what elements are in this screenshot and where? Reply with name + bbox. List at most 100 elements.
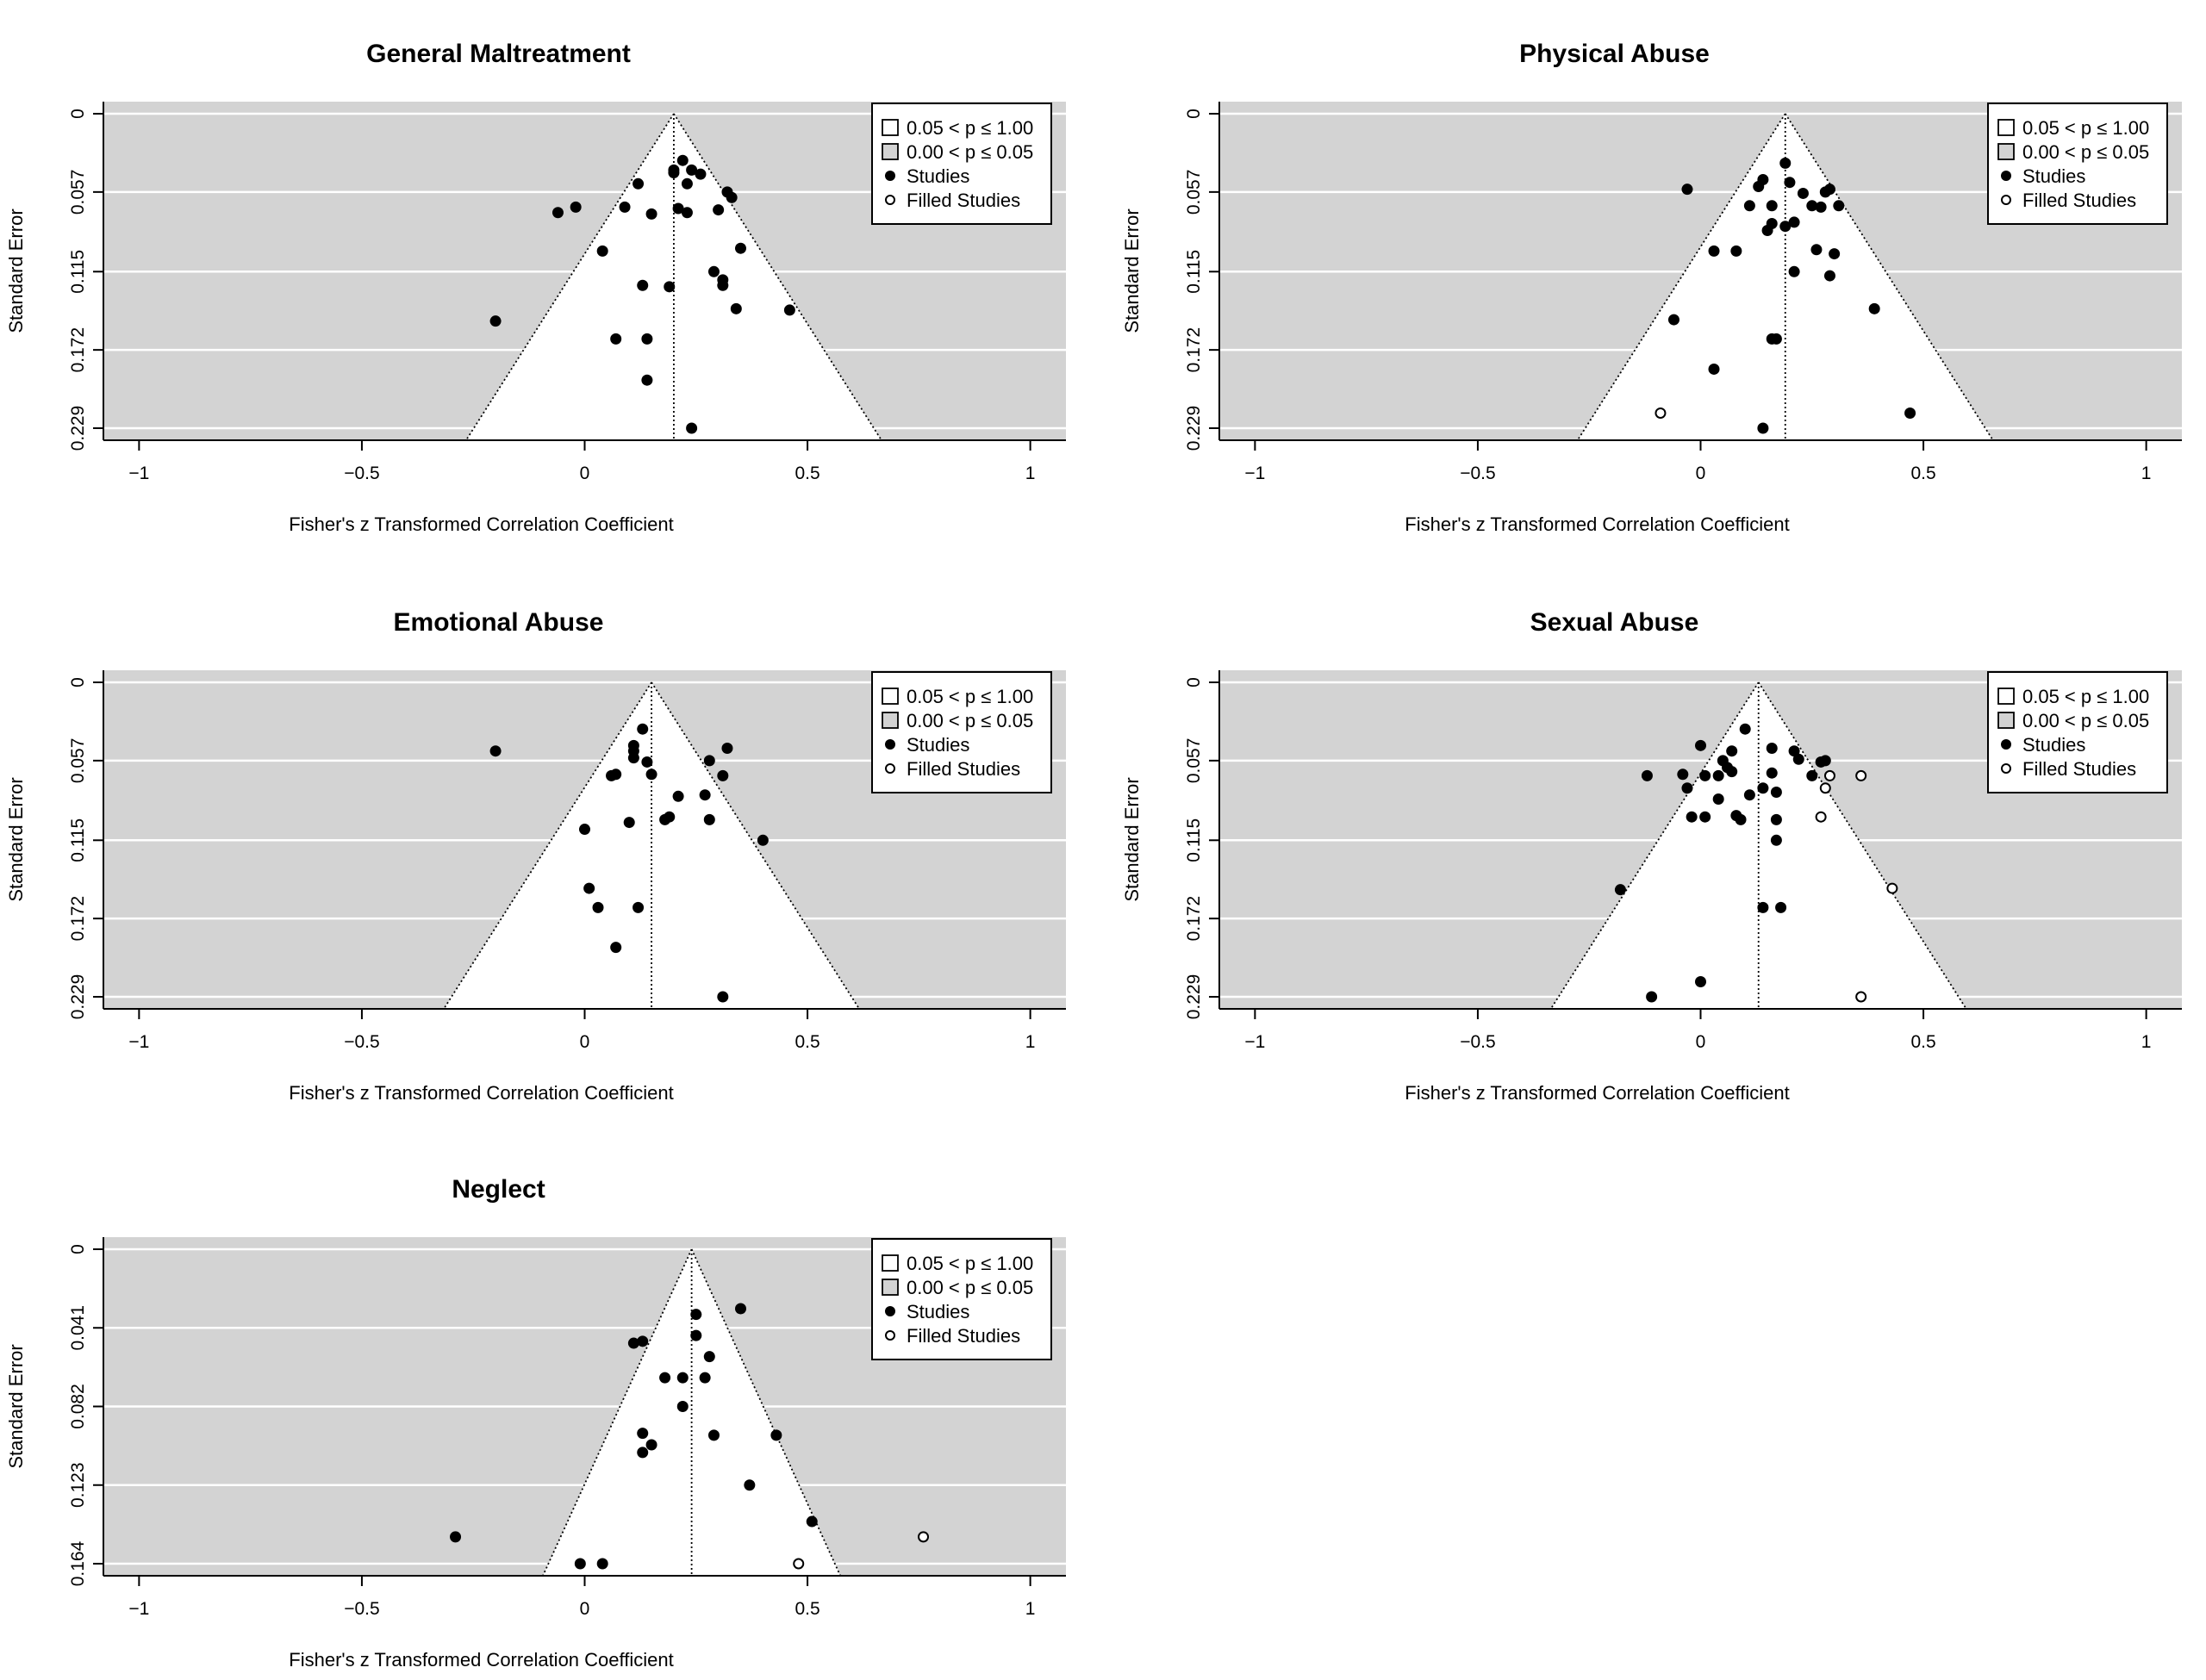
x-tick-label: 1 <box>1025 1599 1036 1619</box>
y-tick-label: 0.057 <box>1184 738 1204 784</box>
x-axis-label: Fisher's z Transformed Correlation Coeff… <box>1405 1082 1789 1104</box>
legend-label: 0.00 < p ≤ 0.05 <box>907 710 1033 731</box>
study-point <box>1810 244 1823 256</box>
funnel-region <box>1550 682 1966 1009</box>
legend-label: Filled Studies <box>2022 758 2136 780</box>
study-point <box>1743 200 1755 212</box>
legend-label: 0.05 < p ≤ 1.00 <box>2022 686 2149 707</box>
study-point <box>1788 265 1800 277</box>
study-point <box>1829 248 1841 260</box>
legend: 0.05 < p ≤ 1.000.00 < p ≤ 0.05StudiesFil… <box>1987 103 2168 225</box>
x-tick-label: −1 <box>128 1032 149 1052</box>
study-point <box>681 177 693 190</box>
study-point <box>1686 811 1698 823</box>
legend-marker-filled <box>885 195 895 205</box>
study-point <box>713 204 725 216</box>
funnel-plot-sexual-abuse: Sexual Abuse −1 −0.5 0 0.5 1 0 0.057 0.115 0.172 0… <box>1116 569 2206 1137</box>
x-tick-label: 0.5 <box>795 1032 819 1052</box>
study-point <box>1695 739 1706 751</box>
legend: 0.05 < p ≤ 1.000.00 < p ≤ 0.05StudiesFil… <box>871 1238 1052 1360</box>
legend-label: Filled Studies <box>907 190 1020 211</box>
x-axis-label: Fisher's z Transformed Correlation Coeff… <box>289 513 673 535</box>
study-point <box>676 154 689 166</box>
study-point <box>770 1429 782 1441</box>
study-point <box>699 789 711 801</box>
legend-box <box>871 671 1052 793</box>
y-tick-label: 0.041 <box>68 1305 88 1351</box>
study-point <box>757 834 769 846</box>
legend-marker-filled <box>885 763 895 774</box>
study-point <box>579 824 590 836</box>
study-point <box>641 374 653 386</box>
study-point <box>552 207 564 219</box>
study-point <box>1712 793 1724 805</box>
study-point <box>717 279 729 291</box>
study-point <box>1699 769 1711 781</box>
legend-swatch-gray <box>882 712 899 729</box>
study-point <box>641 333 653 345</box>
study-point <box>1735 813 1747 825</box>
legend-label: Studies <box>907 165 969 187</box>
legend-box <box>1987 671 2168 793</box>
y-axis-label: Standard Error <box>1121 208 1143 333</box>
filled-study-point <box>918 1531 930 1543</box>
legend-label: Filled Studies <box>907 1325 1020 1347</box>
study-point <box>1779 221 1792 233</box>
study-point <box>637 1428 649 1440</box>
y-tick-label: 0.229 <box>68 406 88 451</box>
study-point <box>1833 200 1845 212</box>
study-point <box>1695 975 1706 987</box>
x-tick-label: −1 <box>1244 1032 1265 1052</box>
study-point <box>1766 743 1778 755</box>
y-tick-label: 0.057 <box>68 738 88 784</box>
study-point <box>806 1515 818 1528</box>
study-point <box>707 265 720 277</box>
y-tick-label: 0 <box>1184 109 1204 119</box>
x-tick-label: 0 <box>580 464 590 483</box>
study-point <box>1770 787 1782 799</box>
study-point <box>717 769 729 781</box>
x-axis-label: Fisher's z Transformed Correlation Coeff… <box>1405 513 1789 535</box>
legend-swatch-white <box>882 119 899 136</box>
legend-swatch-white <box>1997 119 2015 136</box>
study-point <box>1770 333 1782 345</box>
study-point <box>1757 901 1769 913</box>
study-point <box>641 756 653 768</box>
x-tick-label: 1 <box>1025 1032 1036 1052</box>
y-tick-label: 0 <box>1184 677 1204 688</box>
y-axis-label: Standard Error <box>5 777 27 901</box>
y-tick-label: 0 <box>68 1244 88 1254</box>
funnel-plot-neglect: Neglect −1 −0.5 0 0.5 1 0 0.041 0.082 0.123 0.164 F… <box>0 1136 1103 1680</box>
study-point <box>1667 314 1679 326</box>
study-point <box>570 201 582 213</box>
study-point <box>1806 769 1818 781</box>
study-point <box>596 1558 608 1570</box>
study-point <box>1726 745 1738 757</box>
funnel-plot-emotional-abuse: Emotional Abuse −1 −0.5 0 0.5 1 0 0.057 0.115 0.1… <box>0 569 1103 1137</box>
study-point <box>703 813 715 825</box>
study-point <box>450 1531 462 1543</box>
study-point <box>1788 216 1800 228</box>
filled-study-point <box>1654 407 1667 419</box>
filled-study-point <box>1815 811 1827 823</box>
legend-label: Studies <box>907 1301 969 1322</box>
y-tick-label: 0 <box>68 677 88 688</box>
legend-swatch-white <box>882 688 899 705</box>
chart-title: Sexual Abuse <box>1530 608 1699 637</box>
study-point <box>583 882 595 894</box>
funnel-plot-general-maltreatment: General Maltreatment −1 −0.5 0 0.5 1 0 0.057 0.1… <box>0 0 1103 569</box>
y-axis-label: Standard Error <box>5 1344 27 1468</box>
study-point <box>489 745 502 757</box>
legend-swatch-gray <box>882 1279 899 1296</box>
legend-label: 0.05 < p ≤ 1.00 <box>2022 117 2149 139</box>
x-tick-label: −1 <box>128 464 149 483</box>
filled-study-point <box>793 1558 805 1570</box>
study-point <box>1904 407 1916 419</box>
funnel-region <box>444 682 860 1009</box>
x-tick-label: 0.5 <box>795 464 819 483</box>
study-point <box>721 743 733 755</box>
study-point <box>734 242 746 254</box>
study-point <box>489 315 502 327</box>
study-point <box>637 1447 649 1459</box>
legend-marker-filled <box>2001 195 2011 205</box>
